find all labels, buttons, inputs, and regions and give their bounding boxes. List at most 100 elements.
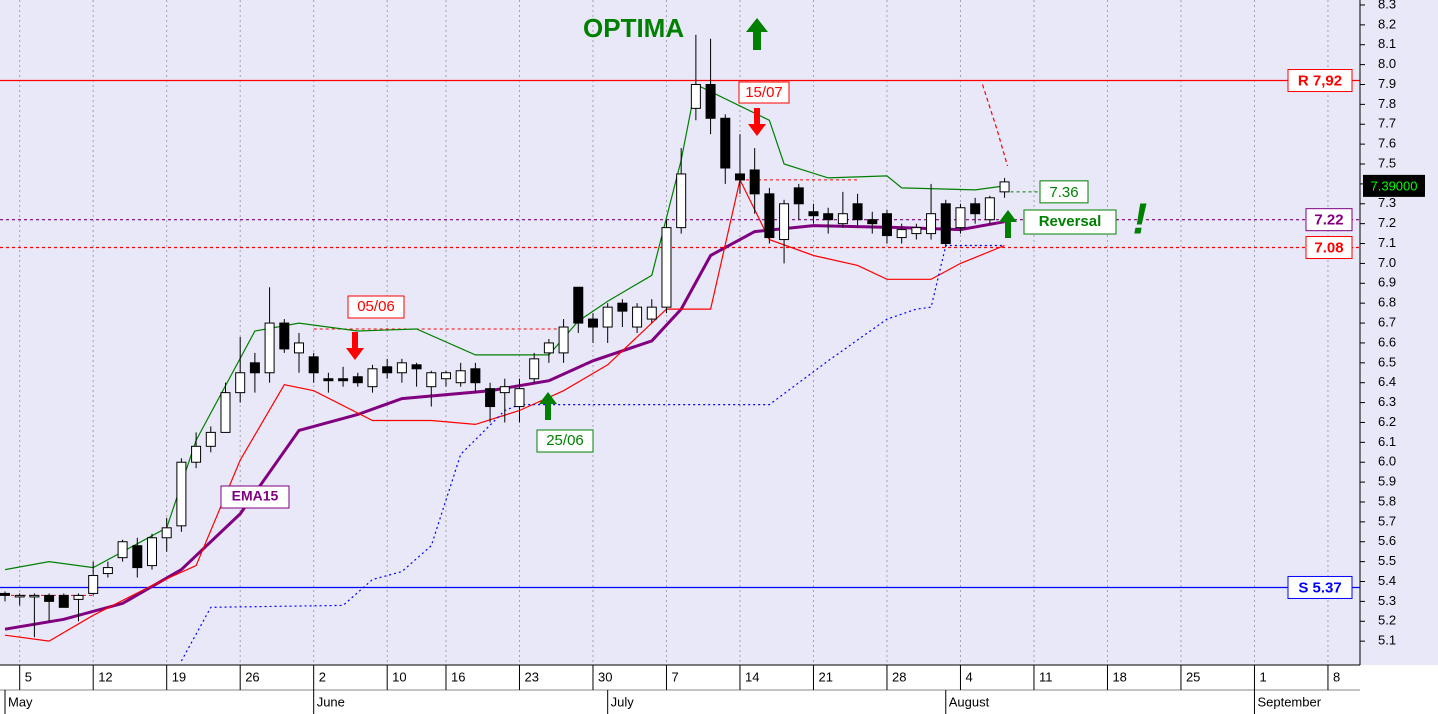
up-arrow — [539, 392, 557, 420]
indicator-line — [4, 178, 1005, 642]
annotation: ! — [1133, 195, 1148, 244]
x-tick-label: 25 — [1186, 669, 1200, 684]
candle-body — [852, 203, 863, 221]
candle-body — [485, 388, 496, 408]
candle-body — [205, 431, 216, 447]
y-tick-label: 7.7 — [1378, 116, 1396, 131]
y-tick-label: 6.8 — [1378, 295, 1396, 310]
month-label: July — [611, 694, 635, 709]
chart-title: OPTIMA — [583, 13, 684, 43]
candle-body — [176, 461, 187, 527]
y-tick-label: 6.4 — [1378, 374, 1396, 389]
annotation: Reversal — [1039, 213, 1102, 230]
candle-body — [514, 388, 525, 408]
candle-body — [543, 342, 554, 354]
legend-label: EMA15 — [232, 488, 279, 504]
candle-body — [867, 219, 878, 225]
candle-body — [896, 229, 907, 239]
last-marker-label: 7.36 — [1049, 184, 1078, 201]
candle-body — [823, 213, 834, 221]
candle-body — [279, 322, 290, 350]
candle-body — [926, 213, 937, 235]
candle-body — [837, 213, 848, 225]
candle-body — [235, 372, 246, 394]
plot-background — [0, 0, 1438, 665]
y-tick-label: 5.3 — [1378, 593, 1396, 608]
indicator-line — [4, 220, 1005, 631]
annotations: OPTIMA 15/07 05/06 25/06 EMA15 Reversal … — [220, 13, 1148, 509]
candle-body — [808, 211, 819, 217]
y-tick-label: 7.1 — [1378, 235, 1396, 250]
candle-body — [396, 362, 407, 374]
annotation: 05/06 — [357, 298, 395, 315]
up-arrow — [746, 18, 768, 50]
candle-body — [191, 445, 202, 463]
x-tick-label: 11 — [1039, 669, 1053, 684]
month-label: August — [949, 694, 990, 709]
candle-body — [440, 372, 451, 380]
indicator-line — [180, 244, 1005, 662]
y-tick-label: 5.5 — [1378, 553, 1396, 568]
y-tick-label: 5.4 — [1378, 573, 1396, 588]
y-tick-label: 8.0 — [1378, 56, 1396, 71]
candle-body — [911, 227, 922, 235]
x-tick-label: 8 — [1333, 669, 1340, 684]
annotation: 25/06 — [546, 432, 584, 449]
y-tick-label: 7.2 — [1378, 215, 1396, 230]
candle-body — [73, 594, 84, 600]
y-tick-label: 7.0 — [1378, 255, 1396, 270]
candle-body — [661, 227, 672, 308]
y-tick-label: 5.6 — [1378, 533, 1396, 548]
marks — [0, 34, 1360, 662]
down-arrow — [346, 332, 364, 360]
candle-body — [646, 306, 657, 320]
candle-body — [44, 594, 55, 602]
candle-body — [676, 173, 687, 229]
candle-body — [323, 378, 334, 382]
x-tick-label: 5 — [25, 669, 32, 684]
y-tick-label: 6.9 — [1378, 275, 1396, 290]
x-tick-label: 18 — [1112, 669, 1126, 684]
y-tick-label: 7.5 — [1378, 155, 1396, 170]
candle-body — [161, 527, 172, 539]
candle-body — [29, 594, 40, 598]
y-tick-label: 6.7 — [1378, 314, 1396, 329]
candle-body — [955, 207, 966, 229]
annotation-box — [536, 429, 594, 453]
candle-body — [587, 318, 598, 328]
y-tick-label: 6.2 — [1378, 414, 1396, 429]
y-tick-label: 7.9 — [1378, 76, 1396, 91]
candle-body — [102, 567, 113, 575]
axes: 5.1 5.2 5.3 5.4 5.5 5.6 5.7 5.8 5.9 6.0 6.1 6.2 6.3 6… — [0, 0, 1396, 714]
level-label: S 5.37 — [1298, 579, 1341, 596]
candle-body — [793, 187, 804, 205]
candle-body — [690, 83, 701, 109]
level-box — [1287, 575, 1353, 599]
candle-body — [88, 575, 99, 594]
indicator-line — [981, 84, 1009, 167]
level-box — [1305, 236, 1353, 260]
candle-body — [455, 370, 466, 384]
candle-body — [734, 173, 745, 181]
candle-body — [470, 368, 481, 384]
y-tick-label: 7.6 — [1378, 136, 1396, 151]
x-tick-label: 21 — [818, 669, 832, 684]
level-label: 7.08 — [1314, 239, 1343, 256]
candle-body — [117, 541, 128, 559]
x-tick-label: 7 — [671, 669, 678, 684]
y-tick-label: 5.9 — [1378, 474, 1396, 489]
y-tick-label: 5.7 — [1378, 513, 1396, 528]
x-tick-label: 10 — [392, 669, 406, 684]
x-tick-label: 19 — [172, 669, 186, 684]
candle-body — [984, 197, 995, 221]
y-tick-label: 6.5 — [1378, 354, 1396, 369]
candle-body — [249, 362, 260, 374]
y-tick-label: 6.3 — [1378, 394, 1396, 409]
candle-body — [720, 117, 731, 169]
up-arrow — [999, 210, 1017, 238]
candle-body — [132, 545, 143, 569]
y-tick-label: 5.1 — [1378, 633, 1396, 648]
month-label: May — [8, 694, 33, 709]
candle-body — [0, 592, 10, 596]
